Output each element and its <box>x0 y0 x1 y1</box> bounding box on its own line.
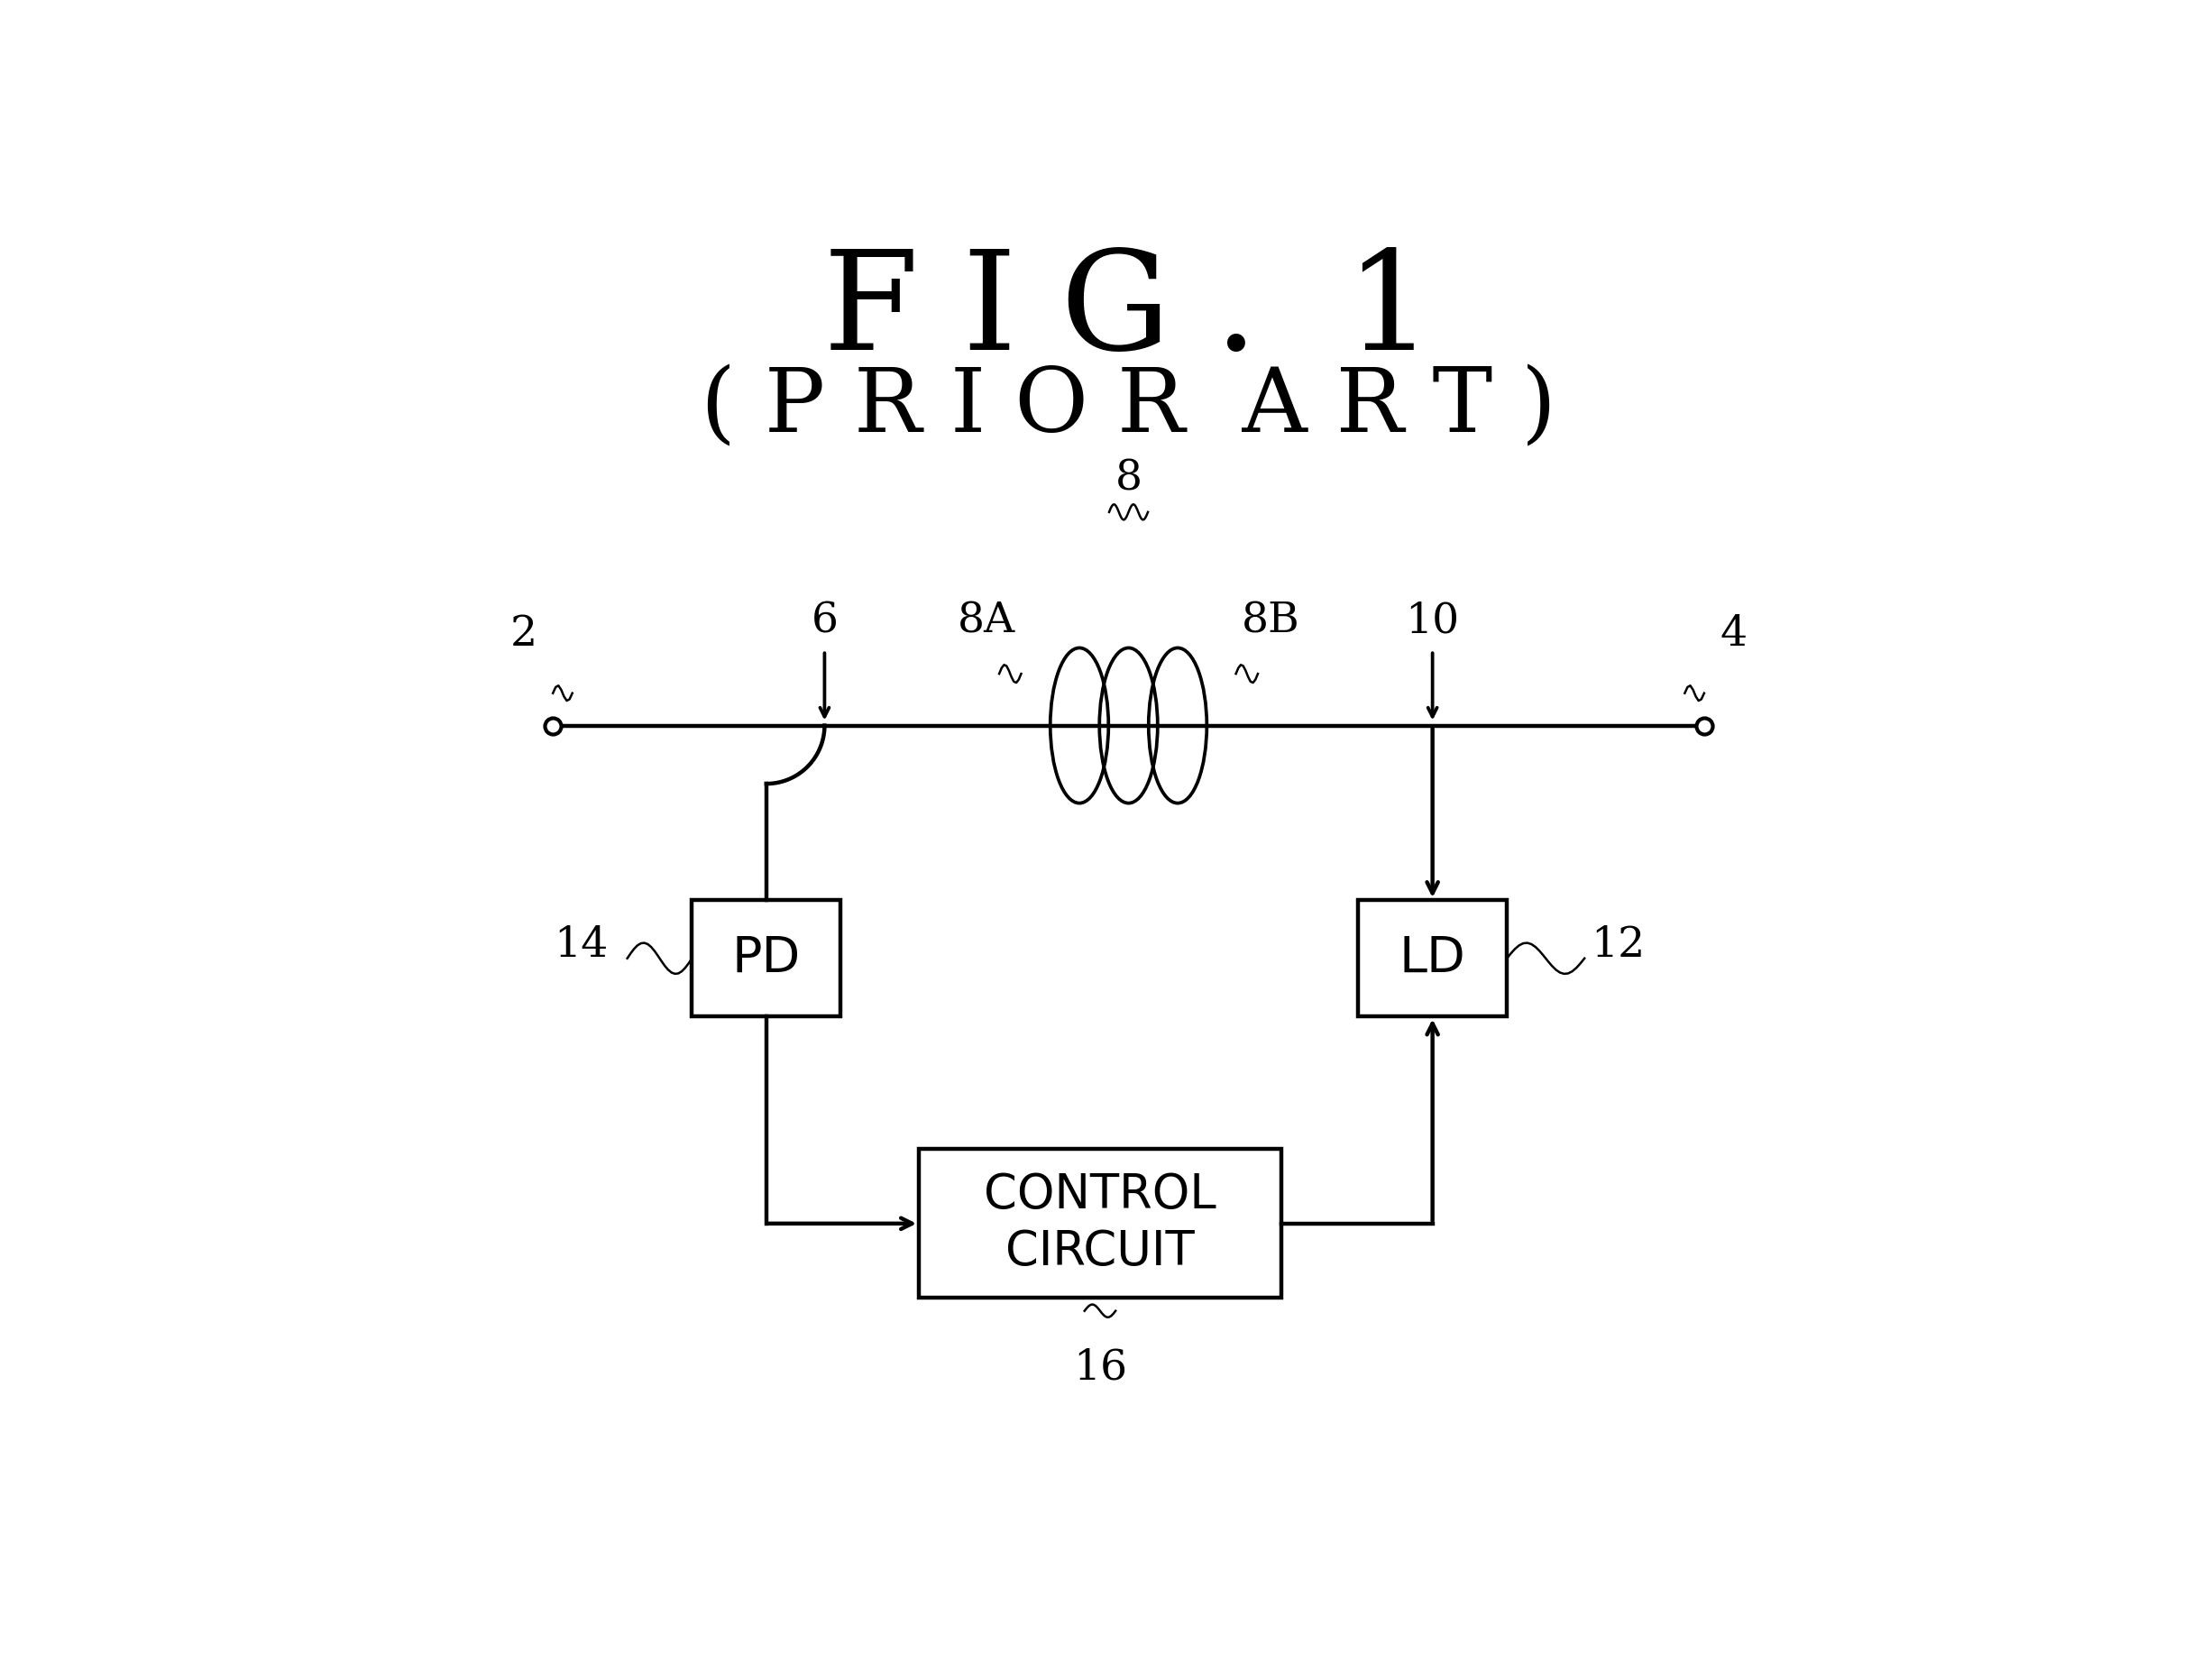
Bar <box>1359 900 1506 1016</box>
Text: CONTROL: CONTROL <box>984 1171 1216 1218</box>
Text: 12: 12 <box>1592 926 1645 966</box>
Text: 8A: 8A <box>958 601 1015 642</box>
Bar <box>691 900 841 1016</box>
Text: 6: 6 <box>810 601 839 642</box>
Text: 2: 2 <box>511 613 537 655</box>
Text: LD: LD <box>1398 934 1467 983</box>
Text: 8B: 8B <box>1242 601 1299 642</box>
Text: 8: 8 <box>1114 459 1143 499</box>
Text: F I G .  1: F I G . 1 <box>824 245 1434 378</box>
Text: 4: 4 <box>1720 613 1746 655</box>
Text: CIRCUIT: CIRCUIT <box>1006 1228 1196 1275</box>
Text: 14: 14 <box>553 926 608 966</box>
Text: ( P R I O R  A R T ): ( P R I O R A R T ) <box>700 365 1557 452</box>
Text: PD: PD <box>731 934 802 983</box>
Bar <box>918 1149 1282 1299</box>
Text: 10: 10 <box>1405 601 1460 642</box>
Text: 16: 16 <box>1072 1347 1127 1388</box>
